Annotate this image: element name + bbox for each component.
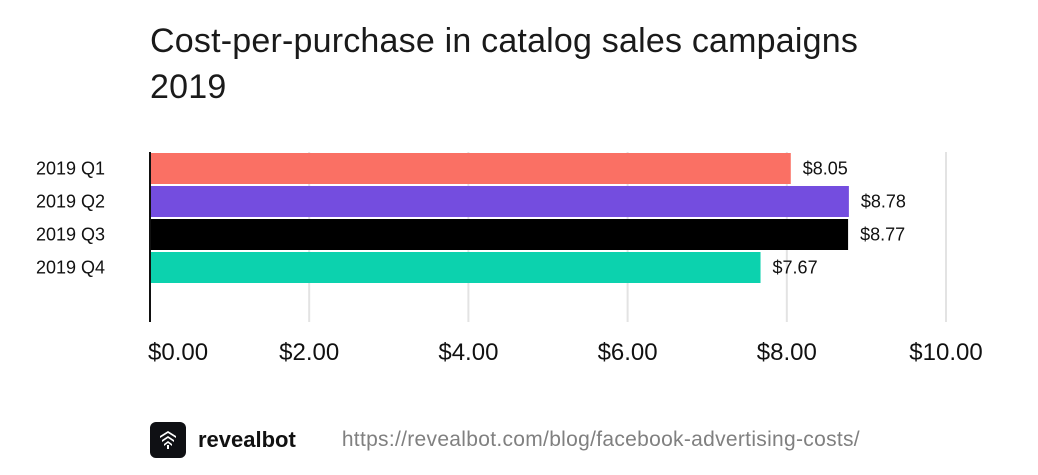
bar [150, 153, 791, 184]
bar [150, 186, 849, 217]
bar-chart: 2019 Q1 $8.05 2019 Q2 $8.78 2019 Q3 $8.77 2019… [36, 152, 983, 366]
footer: revealbot https://revealbot.com/blog/fac… [150, 420, 860, 460]
category-label: 2019 Q1 [36, 159, 105, 179]
x-tick-label: $8.00 [757, 339, 817, 366]
revealbot-logo-icon [150, 422, 186, 458]
source-url[interactable]: https://revealbot.com/blog/facebook-adve… [341, 428, 860, 451]
bar [150, 252, 761, 283]
chart-title: Cost-per-purchase in catalog sales campa… [150, 22, 859, 106]
x-tick-label: $10.00 [909, 339, 982, 366]
x-tick-label: $2.00 [279, 339, 339, 366]
x-tick-label: $0.00 [148, 339, 208, 366]
bar [150, 219, 849, 250]
brand-name: revealbot [198, 427, 296, 452]
data-label: $7.67 [773, 258, 818, 278]
category-label: 2019 Q4 [36, 258, 105, 278]
category-label: 2019 Q3 [36, 225, 105, 245]
category-label: 2019 Q2 [36, 192, 105, 212]
x-tick-label: $4.00 [438, 339, 498, 366]
data-label: $8.77 [860, 225, 905, 245]
data-label: $8.78 [861, 192, 906, 212]
x-tick-label: $6.00 [598, 339, 658, 366]
data-label: $8.05 [803, 159, 848, 179]
